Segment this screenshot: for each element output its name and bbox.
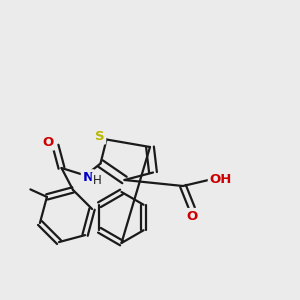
Text: OH: OH — [209, 172, 232, 186]
Text: O: O — [42, 136, 54, 149]
Text: S: S — [95, 130, 105, 143]
Text: H: H — [93, 173, 102, 187]
Text: O: O — [186, 209, 198, 223]
Text: N: N — [82, 171, 94, 184]
